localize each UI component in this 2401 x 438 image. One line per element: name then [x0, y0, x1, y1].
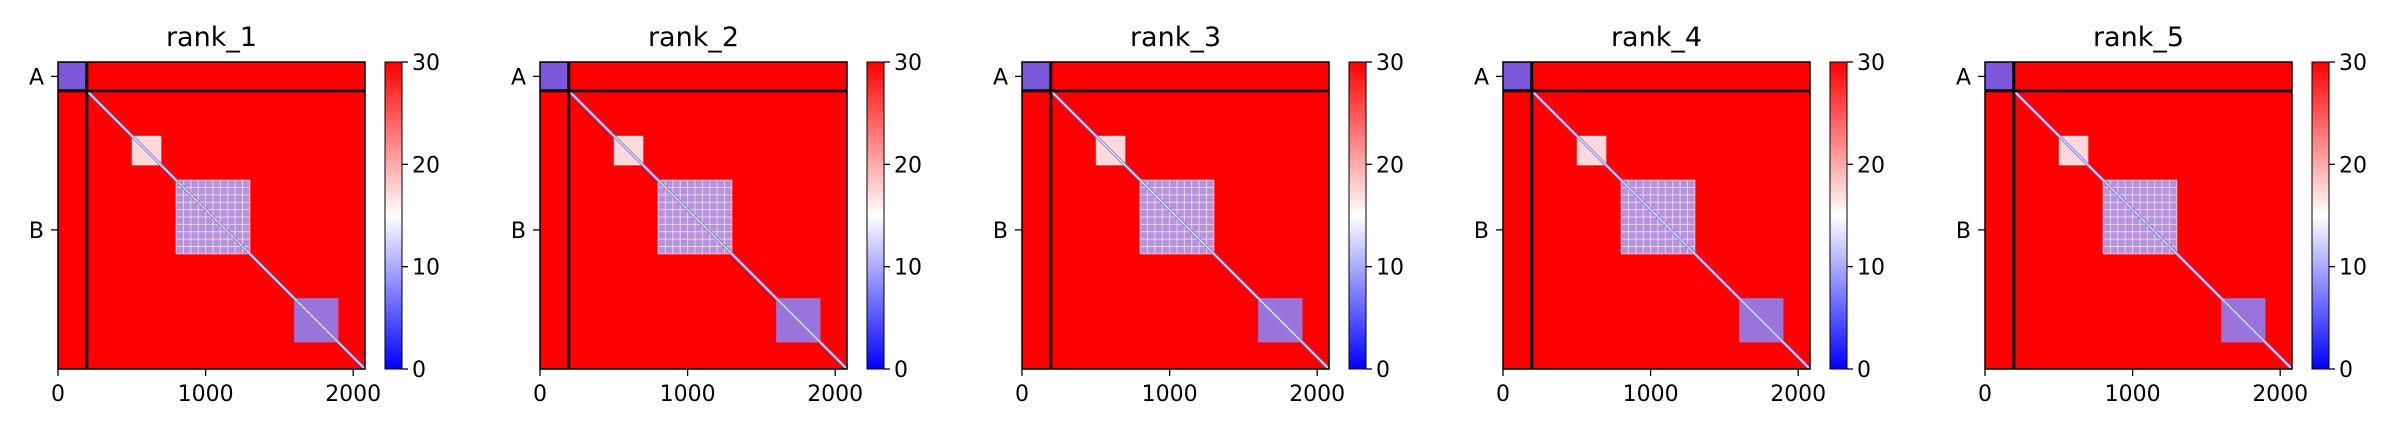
- colorbar-tick-label: 10: [412, 256, 440, 281]
- x-tick-label: 0: [1496, 382, 1510, 407]
- colorbar-tick-label: 20: [1376, 153, 1404, 178]
- colorbar-tick-label: 0: [1857, 358, 1871, 383]
- heatmap-panel: rank_5 0 1000 2000 A B 0 10 20 30: [1956, 22, 2367, 407]
- colorbar-tick-label: 10: [1376, 256, 1404, 281]
- heatmap-panel: rank_4 0 1000 2000 A B 0 10 20 30: [1474, 22, 1885, 407]
- colorbar: [385, 62, 402, 369]
- heatmap-diagonal-highlight: [86, 90, 366, 370]
- axes-frame: [1984, 61, 2293, 370]
- axes-frame: [57, 61, 366, 370]
- colorbar-tick-label: 0: [1376, 358, 1390, 383]
- colorbar-tick-label: 10: [894, 256, 922, 281]
- colorbar: [867, 62, 884, 369]
- x-tick-label: 2000: [1770, 382, 1826, 407]
- colorbar-tick-label: 30: [412, 51, 440, 76]
- y-tick-label: A: [993, 65, 1008, 90]
- colorbar-tick-label: 0: [2339, 358, 2353, 383]
- heatmap-panel: rank_1 0 1000 2000 A B 0 10 20 30: [29, 22, 440, 407]
- x-tick-label: 2000: [325, 382, 381, 407]
- x-tick-label: 0: [1978, 382, 1992, 407]
- colorbar-tick-label: 30: [1376, 51, 1404, 76]
- y-tick-label: B: [1956, 219, 1971, 244]
- x-tick-label: 1000: [660, 382, 716, 407]
- colorbar: [1830, 62, 1847, 369]
- y-tick-label: B: [511, 219, 526, 244]
- colorbar-frame: [384, 61, 403, 370]
- heatmap-panel: rank_2 0 1000 2000 A B 0 10 20 30: [511, 22, 922, 407]
- chart-title: rank_3: [1130, 22, 1221, 53]
- colorbar-tick-label: 30: [2339, 51, 2367, 76]
- colorbar-frame: [1348, 61, 1367, 370]
- heatmap-block: [58, 62, 87, 91]
- heatmap-block: [1985, 62, 2014, 91]
- x-tick-label: 0: [51, 382, 65, 407]
- heatmap-panel: rank_3 0 1000 2000 A B 0 10 20 30: [993, 22, 1404, 407]
- colorbar-tick-label: 20: [2339, 153, 2367, 178]
- heatmap-block: [1503, 62, 1532, 91]
- heatmap-diagonal-highlight: [1050, 90, 1330, 370]
- colorbar-tick-label: 20: [412, 153, 440, 178]
- y-tick-label: A: [511, 65, 526, 90]
- x-tick-label: 2000: [807, 382, 863, 407]
- y-tick-label: B: [993, 219, 1008, 244]
- y-tick-label: B: [29, 219, 44, 244]
- x-tick-label: 1000: [1142, 382, 1198, 407]
- chart-title: rank_2: [648, 22, 739, 53]
- heatmap-block: [1022, 62, 1051, 91]
- colorbar-tick-label: 10: [1857, 256, 1885, 281]
- heatmap-diagonal-highlight: [1531, 90, 1811, 370]
- heatmap-diagonal-highlight: [2013, 90, 2293, 370]
- chart-title: rank_4: [1611, 22, 1702, 53]
- x-tick-label: 1000: [1623, 382, 1679, 407]
- colorbar-tick-label: 10: [2339, 256, 2367, 281]
- axes-frame: [1021, 61, 1330, 370]
- colorbar-tick-label: 30: [1857, 51, 1885, 76]
- axes-frame: [539, 61, 848, 370]
- colorbar: [2312, 62, 2329, 369]
- x-tick-label: 0: [1015, 382, 1029, 407]
- x-tick-label: 1000: [178, 382, 234, 407]
- colorbar-tick-label: 20: [1857, 153, 1885, 178]
- colorbar: [1349, 62, 1366, 369]
- y-tick-label: B: [1474, 219, 1489, 244]
- heatmap-block: [540, 62, 569, 91]
- y-tick-label: A: [29, 65, 44, 90]
- x-tick-label: 2000: [1289, 382, 1345, 407]
- y-tick-label: A: [1474, 65, 1489, 90]
- colorbar-tick-label: 0: [894, 358, 908, 383]
- x-tick-label: 0: [533, 382, 547, 407]
- colorbar-tick-label: 20: [894, 153, 922, 178]
- x-tick-label: 2000: [2252, 382, 2308, 407]
- colorbar-tick-label: 0: [412, 358, 426, 383]
- heatmap-diagonal-highlight: [568, 90, 848, 370]
- colorbar-frame: [2311, 61, 2330, 370]
- chart-title: rank_1: [166, 22, 257, 53]
- axes-frame: [1502, 61, 1811, 370]
- colorbar-frame: [866, 61, 885, 370]
- x-tick-label: 1000: [2105, 382, 2161, 407]
- chart-title: rank_5: [2093, 22, 2184, 53]
- colorbar-tick-label: 30: [894, 51, 922, 76]
- colorbar-frame: [1829, 61, 1848, 370]
- y-tick-label: A: [1956, 65, 1971, 90]
